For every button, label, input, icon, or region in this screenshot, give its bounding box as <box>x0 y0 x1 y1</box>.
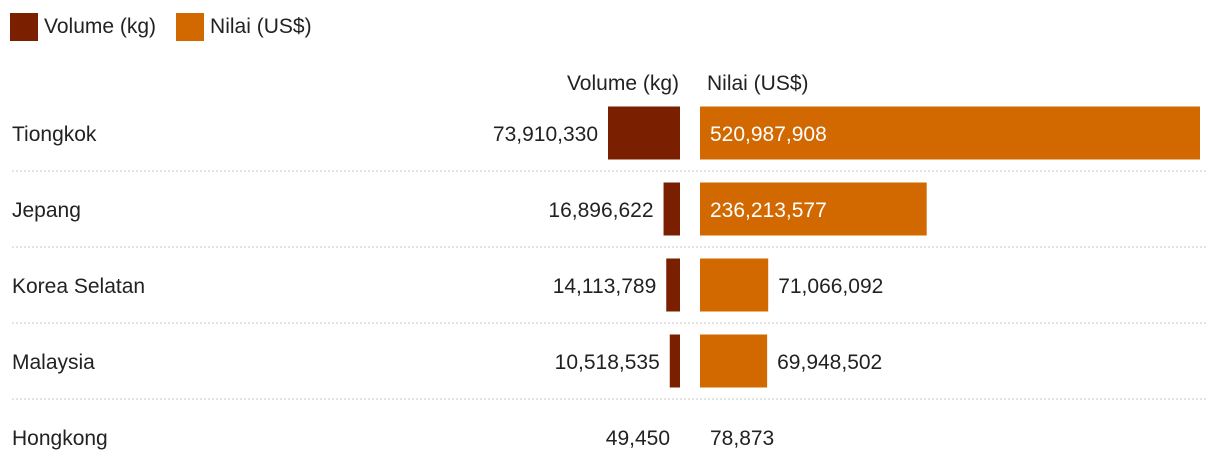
legend-swatch-volume <box>10 13 38 41</box>
column-header-nilai: Nilai (US$) <box>707 72 809 95</box>
nilai-bar-tiongkok <box>700 106 1200 160</box>
nilai-value-label: 69,948,502 <box>777 351 882 374</box>
legend-item-nilai[interactable]: Nilai (US$) <box>176 13 312 41</box>
volume-value-label: 73,910,330 <box>493 123 598 146</box>
nilai-bar-korea-selatan <box>700 258 769 312</box>
volume-bar-korea-selatan <box>666 258 680 312</box>
volume-bar-tiongkok <box>608 106 680 160</box>
nilai-bar-malaysia <box>700 334 768 388</box>
column-header-volume: Volume (kg) <box>567 72 679 95</box>
volume-value-label: 10,518,535 <box>555 351 660 374</box>
category-label-tiongkok: Tiongkok <box>12 123 97 146</box>
legend-item-volume[interactable]: Volume (kg) <box>10 13 156 41</box>
nilai-bar-jepang <box>700 182 927 236</box>
legend: Volume (kg) Nilai (US$) <box>10 12 332 42</box>
category-label-korea-selatan: Korea Selatan <box>12 275 145 298</box>
nilai-value-label: 236,213,577 <box>710 199 827 222</box>
legend-label-volume: Volume (kg) <box>44 15 157 38</box>
legend-swatch-nilai <box>176 13 205 41</box>
volume-value-label: 49,450 <box>606 427 670 450</box>
volume-bar-jepang <box>663 182 680 236</box>
nilai-value-label: 78,873 <box>710 427 774 450</box>
volume-bar-malaysia <box>669 334 680 388</box>
nilai-value-label: 71,066,092 <box>778 275 883 298</box>
nilai-value-label: 520,987,908 <box>710 123 827 146</box>
volume-value-label: 14,113,789 <box>553 275 657 298</box>
category-label-hongkong: Hongkong <box>12 427 108 450</box>
volume-value-label: 16,896,622 <box>548 199 653 222</box>
chart-rows: Tiongkok 73,910,330 520,987,908 Jepang 16,89… <box>12 106 1208 450</box>
category-label-malaysia: Malaysia <box>12 351 95 374</box>
legend-label-nilai: Nilai (US$) <box>210 15 312 38</box>
category-label-jepang: Jepang <box>12 199 81 222</box>
